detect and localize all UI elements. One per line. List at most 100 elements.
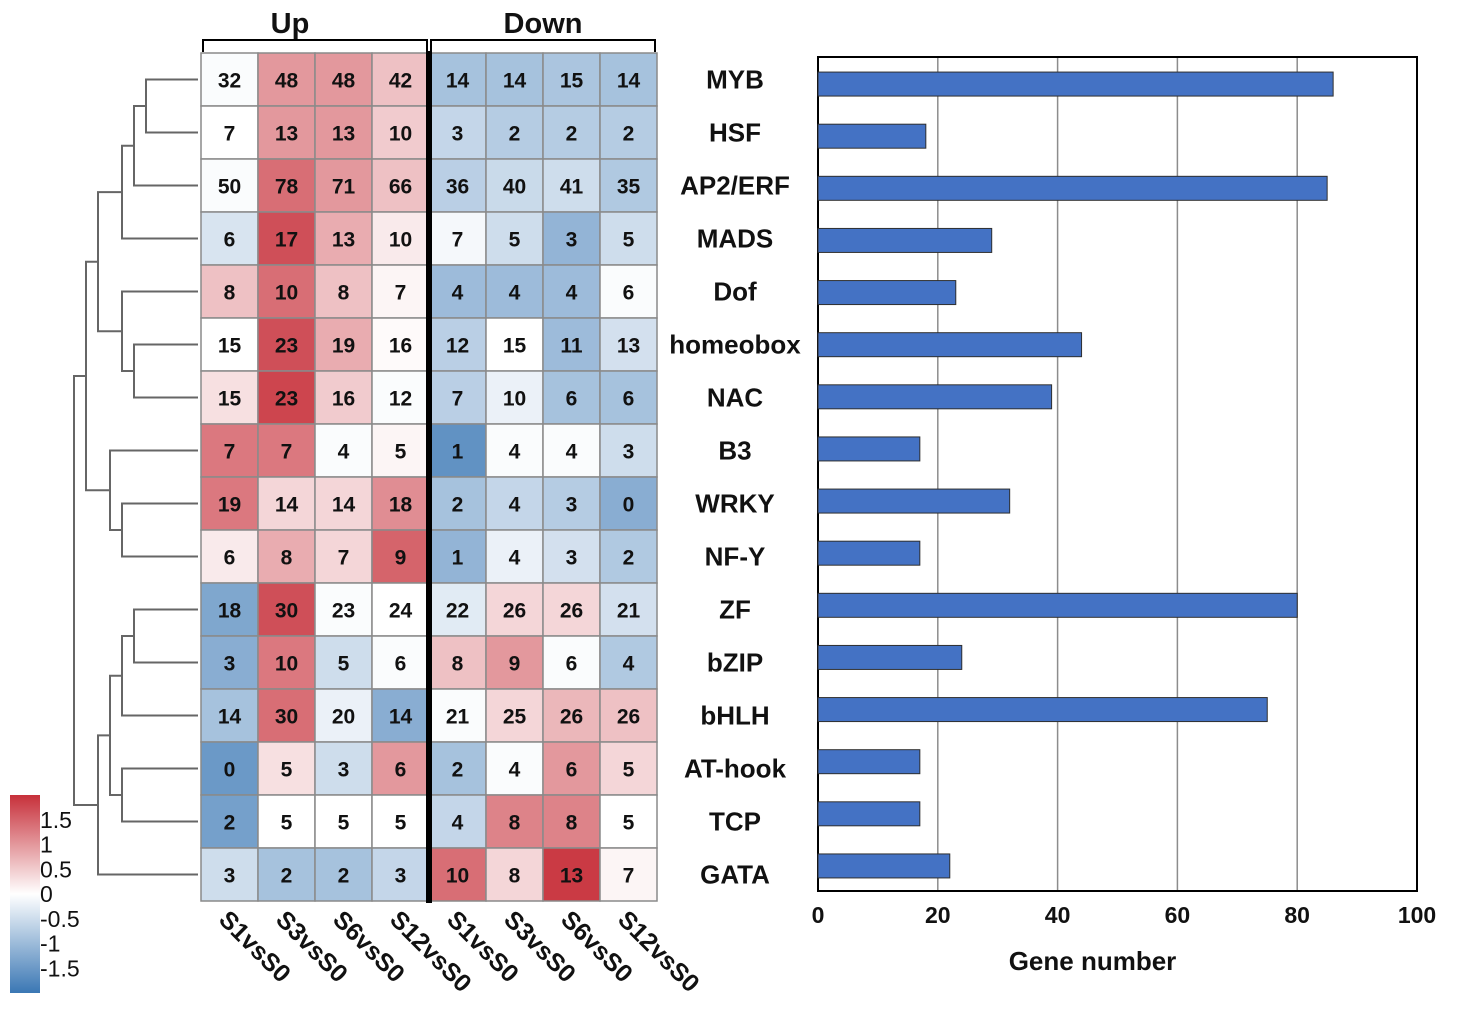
heatmap-cell-value: 4: [452, 282, 464, 305]
heatmap-cell-value: 7: [338, 547, 350, 570]
heatmap-cell: [200, 317, 259, 372]
heatmap-cell-value: 14: [389, 706, 413, 729]
heatmap-cell-value: 2: [224, 812, 236, 835]
group-label: Up: [271, 8, 310, 40]
heatmap-cell-value: 4: [509, 441, 521, 464]
heatmap-cell: [257, 582, 316, 637]
legend-tick-label: -1: [40, 931, 60, 957]
heatmap-cell-value: 14: [218, 706, 242, 729]
group-label: Down: [504, 8, 583, 40]
heatmap-cell: [599, 847, 658, 902]
heatmap-cell-value: 8: [281, 547, 293, 570]
heatmap: 32 48 48 42 14 14 15 147 13 13 10 3 2 2 250 78 71 66 36 40 4…: [200, 51, 658, 903]
bar-b3: [817, 436, 921, 462]
dendrogram-branch: [121, 767, 198, 823]
column-labels: S1vsS0S3vsS0S6vsS0S12vsS0S1vsS0S3vsS0S6v…: [213, 905, 705, 998]
heatmap-cell: [200, 794, 259, 849]
heatmap-cell-value: 15: [560, 70, 584, 93]
heatmap-cell-value: 18: [389, 494, 413, 517]
bar-nac: [817, 384, 1053, 410]
bar-wrky: [817, 488, 1011, 514]
heatmap-cell: [257, 847, 316, 902]
heatmap-cell-value: 4: [623, 653, 635, 676]
heatmap-cell-value: 5: [623, 759, 635, 782]
heatmap-cell-value: 0: [224, 759, 236, 782]
heatmap-cell-value: 4: [452, 812, 464, 835]
heatmap-cell: [257, 635, 316, 690]
heatmap-cell: [542, 105, 601, 160]
heatmap-cell-value: 14: [332, 494, 356, 517]
heatmap-cell-value: 21: [617, 600, 641, 623]
heatmap-cell-value: 8: [566, 812, 578, 835]
heatmap-cell: [542, 476, 601, 531]
heatmap-cell-value: 26: [560, 600, 583, 623]
heatmap-cell-value: 3: [566, 229, 578, 252]
heatmap-cell-value: 8: [509, 812, 521, 835]
row-label: HSF: [709, 118, 761, 148]
heatmap-cell: [200, 476, 259, 531]
bar-myb: [817, 71, 1334, 97]
heatmap-cell: [371, 582, 430, 637]
heatmap-cell-value: 5: [338, 812, 350, 835]
heatmap-cell-value: 4: [509, 282, 521, 305]
heatmap-cell-value: 7: [452, 388, 464, 411]
bar-hsf: [817, 123, 927, 149]
heatmap-cell: [257, 794, 316, 849]
heatmap-cell: [542, 370, 601, 425]
heatmap-cell: [257, 158, 316, 213]
legend-tick-label: 1.5: [40, 807, 72, 833]
heatmap-cell-value: 48: [275, 70, 299, 93]
heatmap-cell: [314, 317, 373, 372]
heatmap-cell-value: 26: [503, 600, 526, 623]
heatmap-cell: [428, 688, 487, 743]
row-labels: MYB HSF AP2/ERF MADS Dof homeobox NAC B3 WRKY NF-…: [669, 65, 801, 890]
heatmap-cell-value: 10: [446, 865, 469, 888]
heatmap-cell-value: 2: [338, 865, 350, 888]
heatmap-cell-value: 4: [566, 441, 578, 464]
row-label: TCP: [709, 807, 761, 837]
heatmap-cell: [599, 52, 658, 107]
bar-gata: [817, 853, 951, 879]
heatmap-cell: [485, 688, 544, 743]
heatmap-cell-value: 8: [338, 282, 350, 305]
heatmap-cell-value: 3: [395, 865, 407, 888]
heatmap-cell: [542, 741, 601, 796]
heatmap-cell-value: 15: [218, 388, 242, 411]
row-label: AP2/ERF: [680, 171, 790, 201]
heatmap-cell-value: 0: [623, 494, 635, 517]
heatmap-cell: [599, 317, 658, 372]
heatmap-cell: [200, 529, 259, 584]
heatmap-cell-value: 8: [452, 653, 464, 676]
heatmap-cell-value: 5: [395, 812, 407, 835]
heatmap-cell: [599, 370, 658, 425]
heatmap-cell-value: 6: [623, 388, 635, 411]
heatmap-cell-value: 14: [503, 70, 527, 93]
row-label: NF-Y: [705, 542, 766, 572]
x-tick-label: 0: [812, 902, 825, 928]
heatmap-cell: [371, 370, 430, 425]
legend-tick-label: -1.5: [40, 955, 80, 981]
group-bracket: [430, 39, 656, 52]
heatmap-cell: [200, 105, 259, 160]
heatmap-cell-value: 16: [389, 335, 412, 358]
heatmap-cell: [599, 529, 658, 584]
heatmap-cell-value: 19: [218, 494, 241, 517]
heatmap-cell: [314, 582, 373, 637]
heatmap-cell-value: 10: [275, 653, 298, 676]
heatmap-cell-value: 48: [332, 70, 356, 93]
heatmap-cell-value: 41: [560, 176, 584, 199]
heatmap-cell-value: 3: [224, 865, 236, 888]
heatmap-cell-value: 24: [389, 600, 413, 623]
heatmap-cell-value: 6: [566, 653, 578, 676]
row-label: bZIP: [707, 648, 763, 678]
heatmap-cell-value: 12: [446, 335, 469, 358]
dendrogram-branch: [97, 734, 198, 876]
heatmap-cell: [485, 582, 544, 637]
row-label: GATA: [700, 860, 770, 890]
heatmap-cell: [371, 529, 430, 584]
heatmap-cell: [485, 158, 544, 213]
heatmap-cell-value: 9: [509, 653, 521, 676]
heatmap-cell: [599, 476, 658, 531]
